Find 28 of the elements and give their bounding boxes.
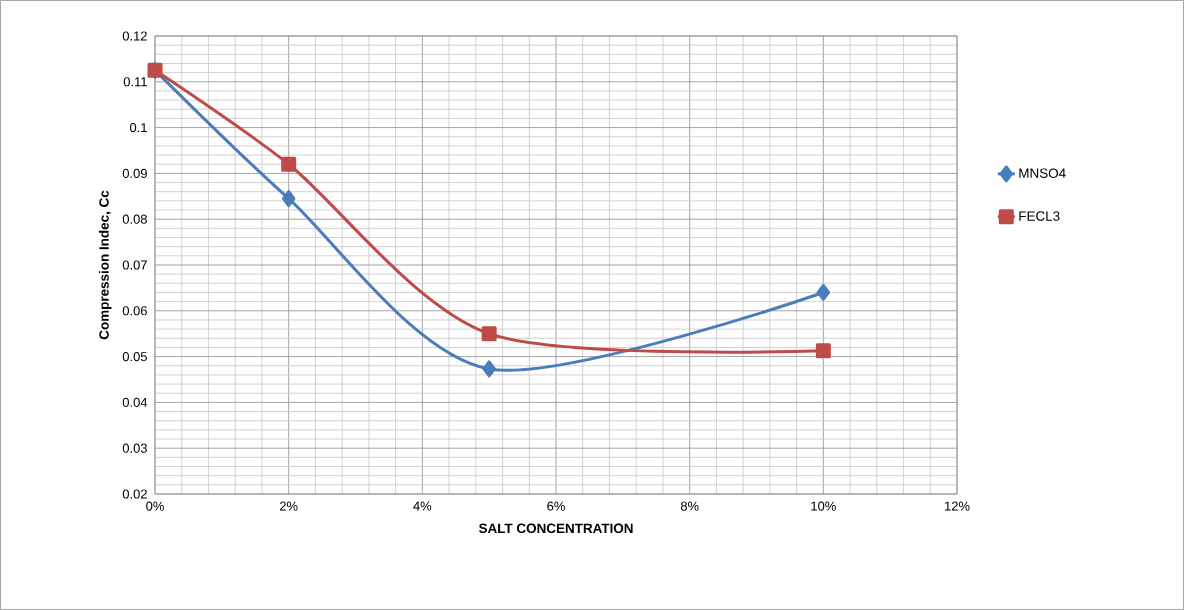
- x-tick-label: 4%: [413, 501, 432, 511]
- y-tick-label: 0.11: [123, 77, 147, 87]
- x-tick-label: 2%: [279, 501, 298, 511]
- y-tick-label: 0.09: [122, 168, 147, 178]
- y-tick-label: 0.08: [122, 214, 147, 224]
- point: [481, 326, 497, 342]
- y-tick-label: 0.03: [122, 443, 147, 453]
- point: [482, 360, 496, 378]
- y-tick-label: 0.12: [122, 31, 147, 41]
- y-tick-label: 0.1: [129, 122, 147, 133]
- point: [816, 283, 831, 301]
- y-axis-title: Compression Indec, Cc: [98, 190, 112, 340]
- legend-label: MNSO4: [1019, 168, 1066, 178]
- point: [815, 343, 831, 359]
- x-tick-label: 6%: [547, 501, 565, 511]
- x-tick-label: 10%: [811, 501, 836, 511]
- point: [281, 190, 296, 208]
- y-tick-label: 0.02: [122, 489, 147, 499]
- y-tick-label: 0.05: [122, 352, 147, 362]
- x-tick-label: 12%: [945, 501, 970, 511]
- x-tick-label: 8%: [680, 501, 699, 511]
- point: [281, 156, 297, 172]
- legend-label: FECL3: [1019, 211, 1060, 221]
- y-tick-label: 0.07: [122, 260, 147, 270]
- x-tick-label: 0%: [146, 501, 164, 511]
- y-tick-label: 0.04: [122, 397, 148, 407]
- y-tick-label: 0.06: [122, 306, 147, 316]
- x-axis-title: SALT CONCENTRATION: [478, 523, 633, 534]
